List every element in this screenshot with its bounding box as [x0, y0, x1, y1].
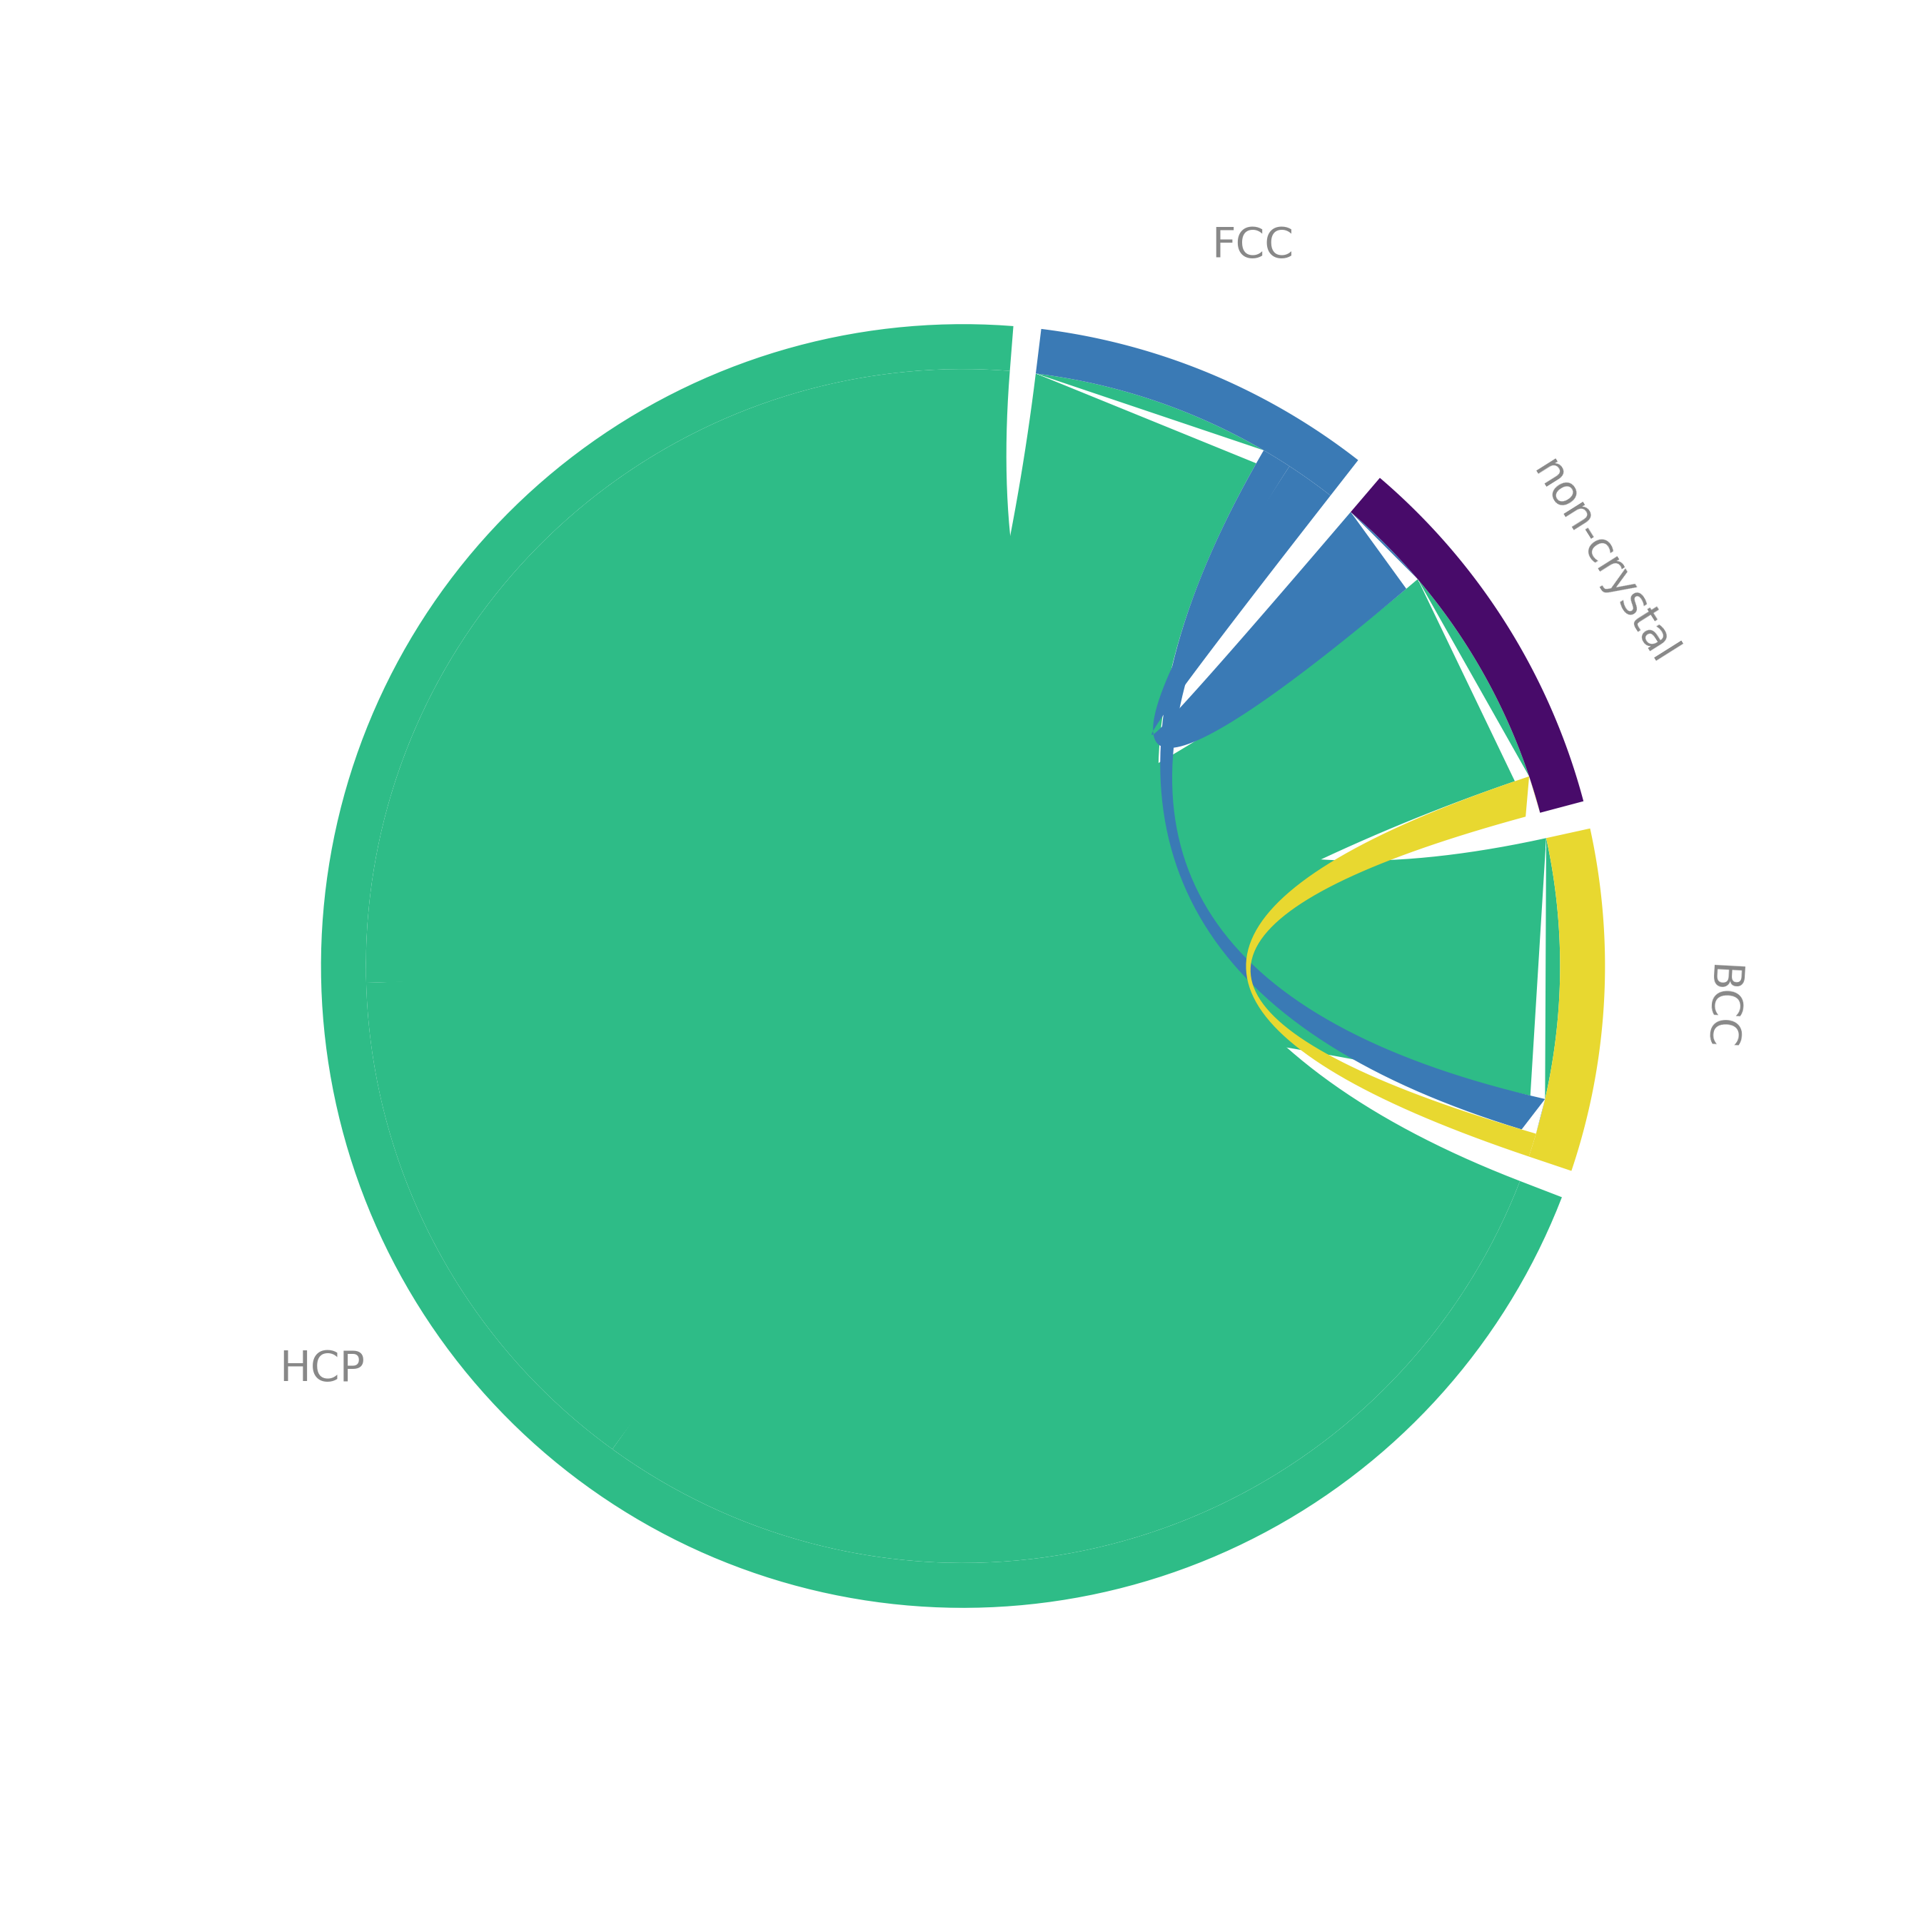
Polygon shape: [1152, 466, 1418, 748]
Polygon shape: [612, 373, 1520, 1563]
Polygon shape: [1350, 477, 1583, 813]
Text: HCP: HCP: [279, 1349, 364, 1389]
Polygon shape: [1036, 328, 1358, 495]
Polygon shape: [1246, 777, 1541, 1157]
Text: FCC: FCC: [1211, 226, 1294, 267]
Polygon shape: [1159, 450, 1545, 1134]
Polygon shape: [1529, 829, 1604, 1171]
Polygon shape: [366, 369, 1560, 1099]
Polygon shape: [366, 580, 1529, 1449]
Polygon shape: [322, 325, 1562, 1607]
Text: BCC: BCC: [1697, 964, 1743, 1051]
Text: non-crystal: non-crystal: [1525, 452, 1683, 672]
